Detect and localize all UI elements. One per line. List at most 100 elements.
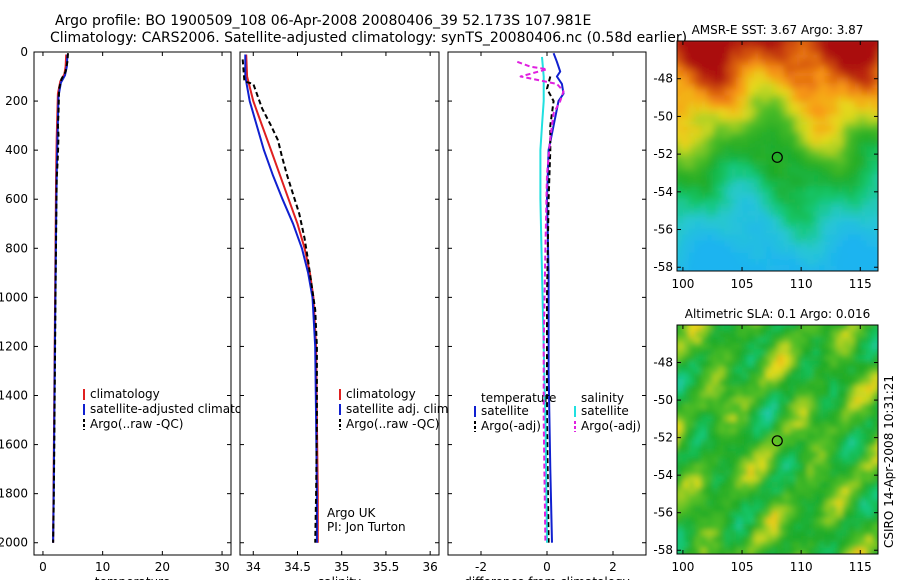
heatmap-cell — [765, 343, 773, 350]
heatmap-cell — [736, 511, 743, 519]
heatmap-cell — [759, 548, 767, 554]
y-tick-label: 1800 — [0, 487, 28, 501]
heatmap-cell — [830, 331, 838, 338]
heatmap-cell — [795, 433, 802, 441]
heatmap-cell — [724, 457, 731, 465]
heatmap-cell — [712, 541, 720, 549]
heatmap-cell — [718, 59, 726, 67]
heatmap-cell — [836, 445, 844, 453]
heatmap-cell — [795, 47, 802, 54]
heatmap-cell — [730, 355, 737, 362]
heatmap-cell — [801, 131, 808, 139]
heatmap-cell — [866, 65, 873, 73]
heatmap-cell — [706, 156, 714, 163]
heatmap-cell — [742, 349, 749, 356]
map-frame — [676, 40, 879, 272]
heatmap-cell — [694, 168, 702, 175]
heatmap-cell — [694, 192, 702, 200]
heatmap-cell — [765, 427, 773, 435]
heatmap-cell — [771, 240, 779, 248]
x-tick-label: -2 — [475, 560, 487, 574]
heatmap-cell — [760, 554, 767, 561]
heatmap-cell — [730, 349, 737, 356]
heatmap-cell — [854, 180, 862, 188]
heatmap-cell — [766, 271, 773, 278]
heatmap-cell — [724, 47, 731, 54]
heatmap-cell — [724, 355, 731, 362]
heatmap-cell — [736, 168, 743, 175]
heatmap-cell — [848, 192, 856, 200]
heatmap-cell — [765, 59, 773, 67]
heatmap-cell — [682, 445, 690, 453]
heatmap-cell — [801, 143, 808, 151]
heatmap-cell — [830, 403, 838, 411]
heatmap-cell — [878, 253, 885, 260]
heatmap-cell — [682, 180, 690, 188]
heatmap-cell — [848, 83, 856, 91]
heatmap-cell — [795, 125, 802, 133]
heatmap-cell — [860, 517, 867, 525]
heatmap-cell — [824, 216, 832, 224]
heatmap-cell — [724, 41, 731, 48]
heatmap-cell — [807, 361, 814, 368]
heatmap-cell — [677, 216, 684, 224]
heatmap-cell — [700, 125, 708, 133]
heatmap-cell — [801, 548, 808, 554]
heatmap-cell — [872, 240, 878, 248]
heatmap-cell — [818, 463, 826, 471]
heatmap-cell — [807, 499, 814, 507]
heatmap-cell — [836, 487, 844, 495]
heatmap-cell — [842, 149, 850, 157]
heatmap-cell — [677, 95, 684, 103]
heatmap-cell — [730, 367, 737, 374]
heatmap-cell — [759, 216, 767, 224]
heatmap-cell — [807, 355, 814, 362]
heatmap-cell — [747, 548, 755, 554]
heatmap-cell — [878, 47, 885, 54]
heatmap-cell — [753, 246, 761, 254]
heatmap-cell — [854, 505, 862, 513]
heatmap-cell — [860, 427, 867, 435]
heatmap-cell — [801, 149, 808, 157]
heatmap-cell — [848, 107, 856, 115]
heatmap-cell — [747, 258, 755, 266]
heatmap-cell — [813, 210, 820, 218]
heatmap-cell — [753, 210, 761, 218]
heatmap-cell — [688, 481, 696, 489]
heatmap-cell — [777, 125, 785, 133]
heatmap-cell — [712, 198, 720, 206]
heatmap-cell — [824, 174, 832, 182]
heatmap-cell — [801, 210, 808, 218]
heatmap-cell — [842, 427, 850, 435]
heatmap-cell — [818, 445, 826, 453]
heatmap-cell — [836, 493, 844, 501]
heatmap-cell — [842, 493, 850, 501]
heatmap-cell — [753, 168, 761, 175]
heatmap-cell — [783, 523, 791, 531]
heatmap-cell — [813, 174, 820, 182]
heatmap-cell — [836, 379, 844, 386]
legend-label: Argo(..raw -QC) — [346, 417, 439, 431]
heatmap-cell — [706, 71, 714, 79]
heatmap-cell — [866, 481, 873, 489]
heatmap-cell — [765, 192, 773, 200]
heatmap-cell — [807, 71, 814, 79]
heatmap-cell — [736, 548, 743, 554]
heatmap-cell — [783, 439, 791, 447]
heatmap-cell — [759, 451, 767, 459]
heatmap-cell — [795, 101, 802, 109]
heatmap-cell — [718, 511, 726, 519]
heatmap-cell — [742, 59, 749, 67]
heatmap-cell — [830, 252, 838, 260]
heatmap-cell — [718, 65, 726, 73]
heatmap-cell — [677, 337, 684, 344]
heatmap-cell — [830, 228, 838, 236]
heatmap-cell — [694, 337, 702, 344]
heatmap-cell — [753, 415, 761, 423]
heatmap-cell — [682, 343, 690, 350]
heatmap-cell — [688, 505, 696, 513]
heatmap-cell — [878, 180, 885, 187]
heatmap-cell — [807, 511, 814, 519]
heatmap-cell — [783, 367, 791, 374]
